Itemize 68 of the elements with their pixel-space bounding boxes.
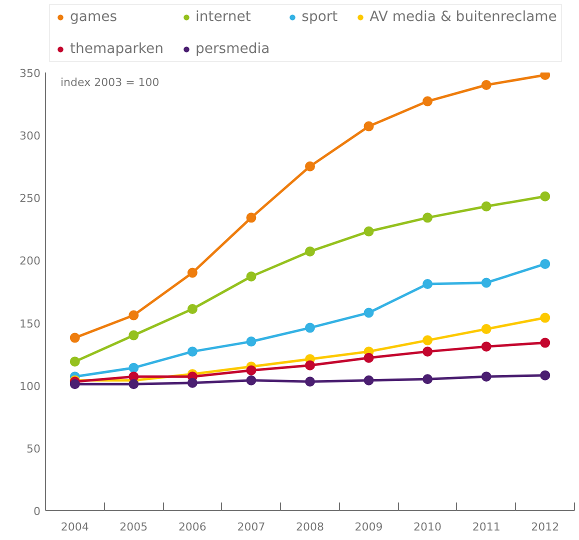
legend-label: AV media & buitenreclame [370,9,557,25]
point [246,375,256,386]
point [70,332,80,343]
x-tick-label: 2009 [354,520,383,534]
legend-label: games [70,9,118,25]
point [422,335,433,346]
x-tick-label: 2008 [296,520,324,534]
y-tick-label: 150 [20,317,41,330]
point [305,376,315,387]
point [364,121,374,132]
point [540,72,550,80]
point [481,342,492,352]
legend-label: sport [302,9,338,25]
point [305,246,315,256]
point [70,356,80,367]
point [305,161,315,172]
point [246,365,256,376]
legend-label: themaparken [70,41,164,57]
point [481,372,492,382]
point [128,362,139,373]
x-tick-label: 2006 [178,520,206,534]
point [481,324,492,334]
point [187,346,198,357]
point [422,96,433,106]
point [422,212,433,223]
y-tick-label: 100 [20,380,41,393]
x-tick-label: 2004 [60,520,89,534]
x-tick-label: 2011 [472,520,500,534]
point [305,360,315,370]
point [187,304,198,314]
point [305,322,315,333]
point [364,308,374,318]
point [70,379,80,390]
point [364,226,374,236]
point [246,336,256,347]
point [422,346,433,357]
point [540,191,550,202]
y-tick-label: 50 [26,442,41,456]
y-tick-label: 350 [20,67,41,80]
y-tick-label: 300 [20,130,41,143]
point [128,379,139,390]
point [481,80,492,90]
point [422,279,433,289]
y-tick-label: 250 [20,192,41,206]
legend-label: internet [196,9,251,25]
point [540,312,550,323]
x-tick-label: 2007 [237,520,266,534]
point [540,370,550,380]
point [187,268,198,278]
point [246,271,256,282]
y-tick-label: 0 [34,505,40,518]
x-tick-label: 2010 [414,520,442,534]
point [364,375,374,386]
x-tick-label: 2012 [531,520,560,534]
point [481,201,492,212]
legend-label: persmedia [196,41,270,57]
point [187,378,198,388]
y-tick-label: 200 [20,254,41,268]
point [128,330,139,340]
point [540,258,550,269]
point [481,278,492,288]
x-tick-label: 2005 [120,520,148,534]
point [540,338,550,348]
point [128,310,139,320]
annotation: index 2003 = 100 [60,76,160,89]
point [422,374,433,384]
point [246,212,256,223]
point [364,352,374,363]
